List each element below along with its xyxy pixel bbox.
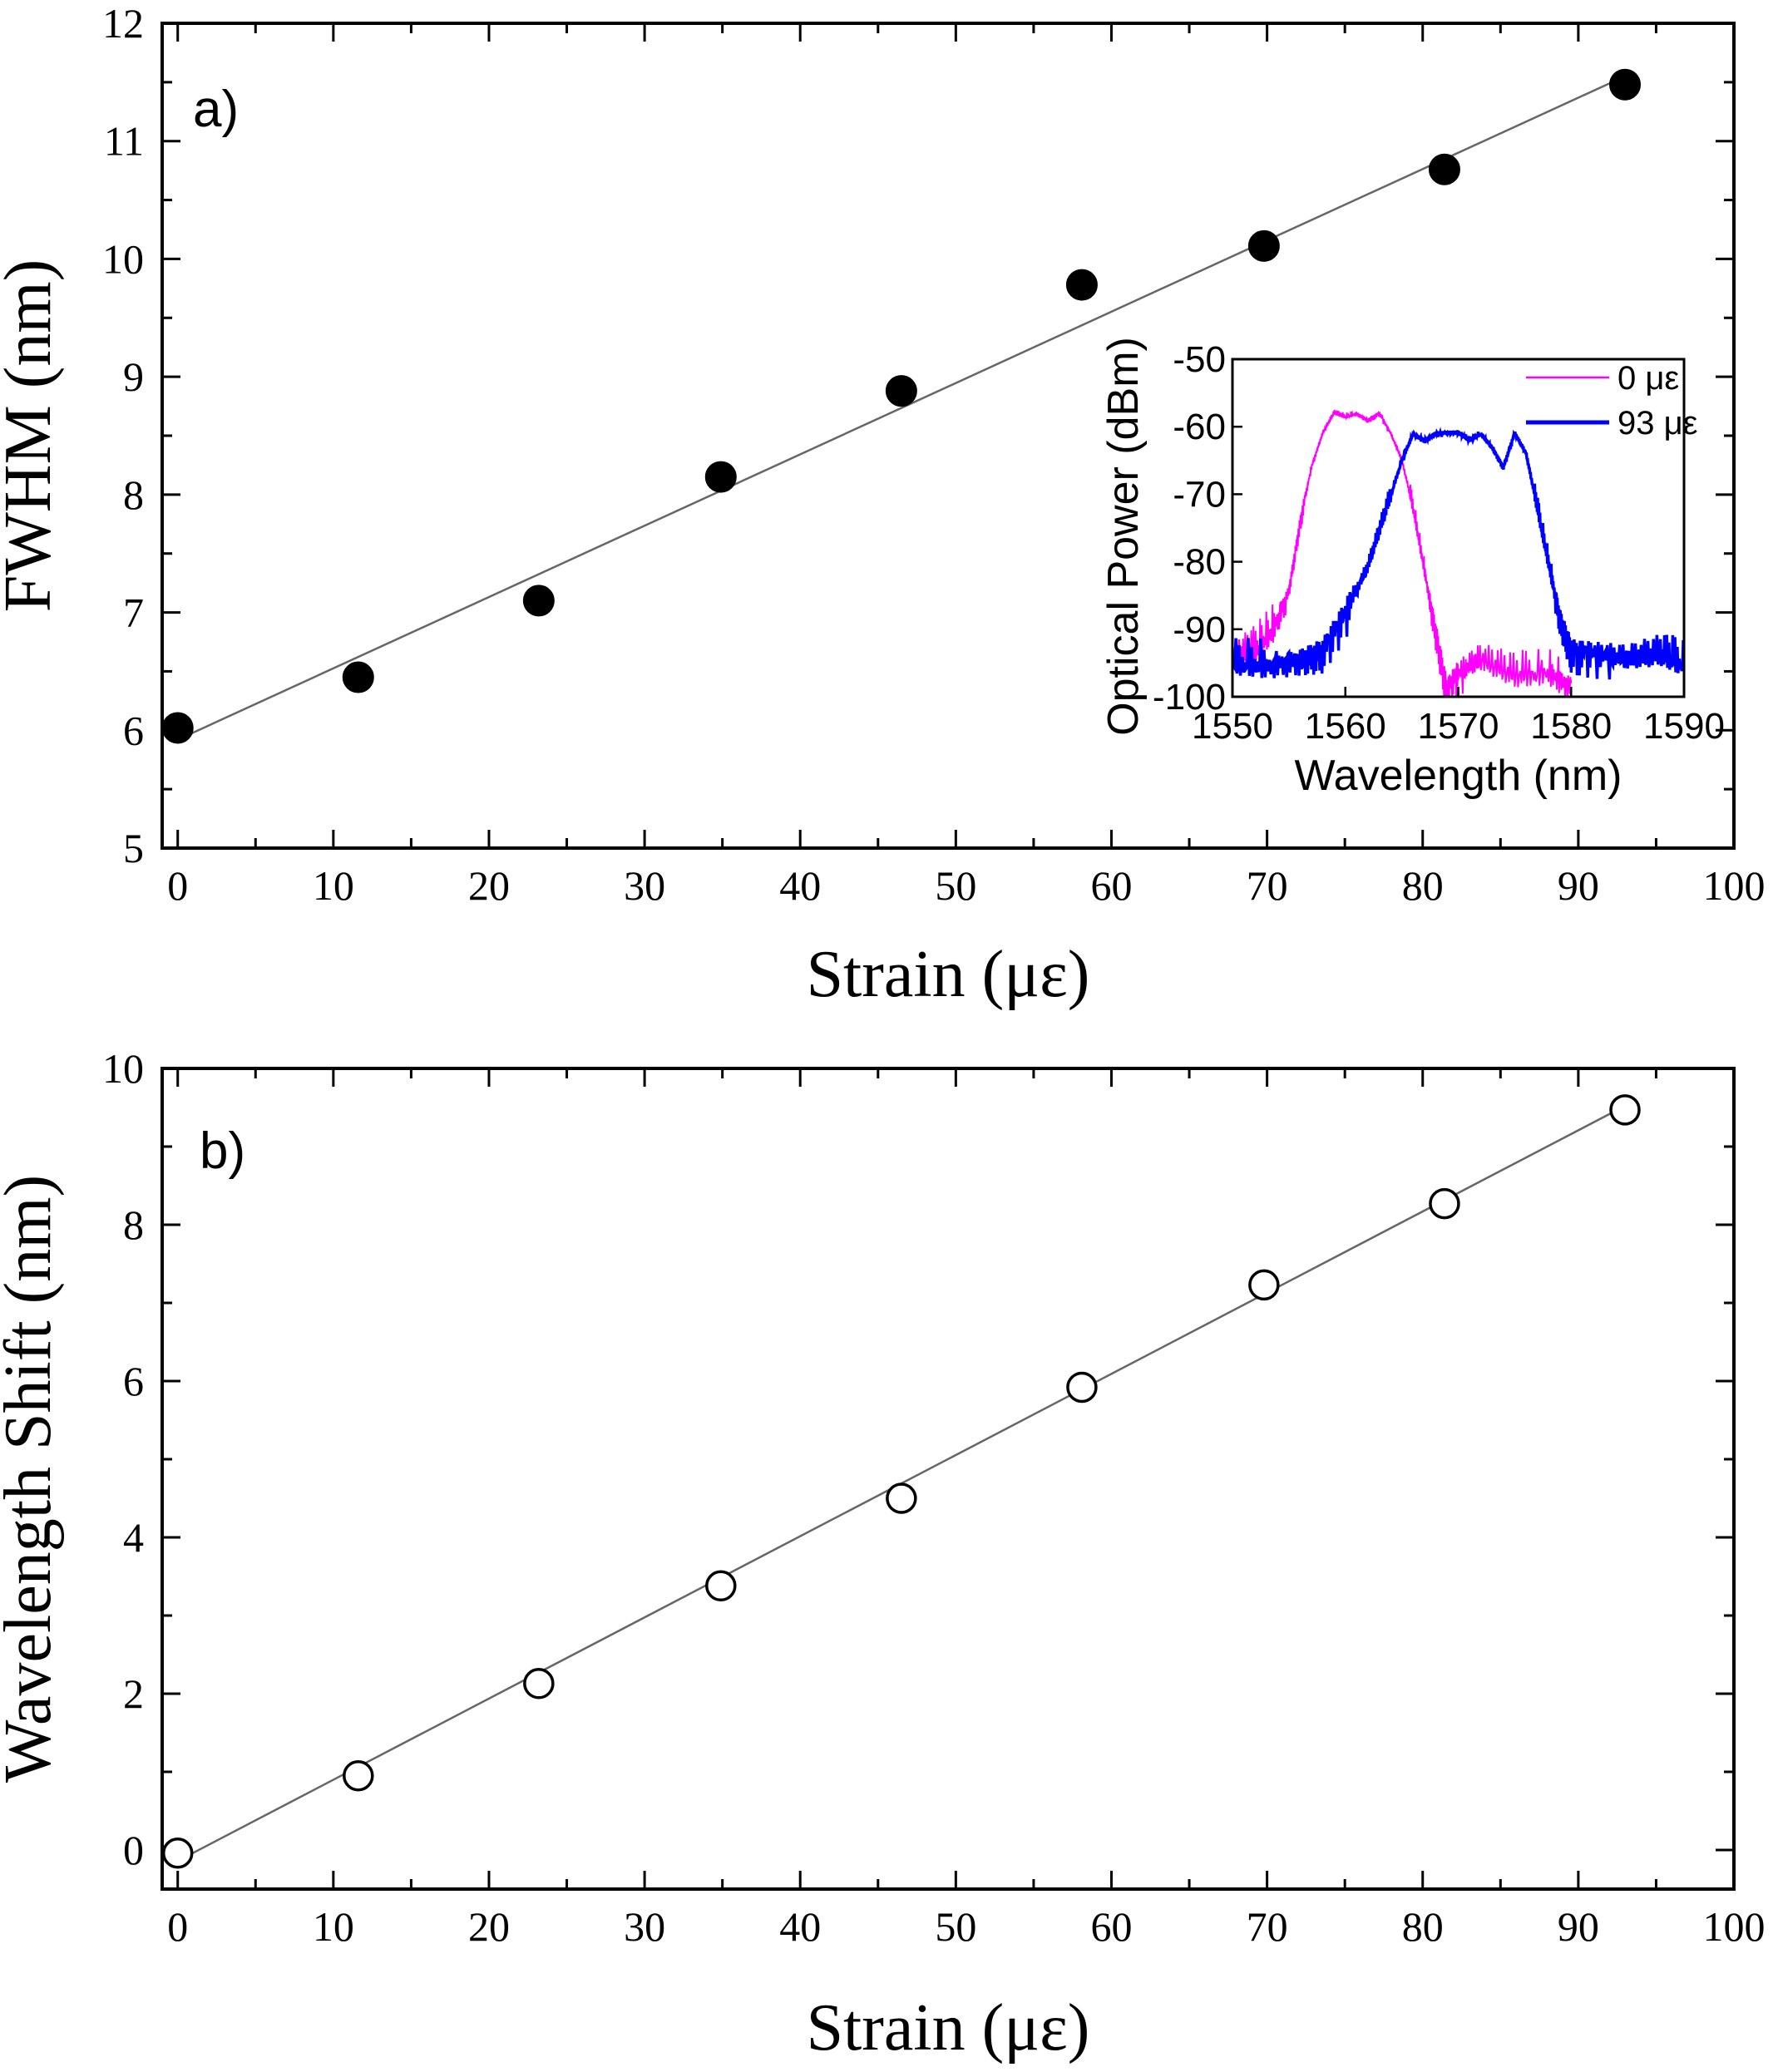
inset-legend: 0 με 93 με <box>1526 360 1698 442</box>
y-tick-label: 10 <box>102 1045 144 1092</box>
x-tick-label: 100 <box>1703 1903 1766 1950</box>
y-tick-label: 4 <box>123 1514 144 1561</box>
legend-label: 0 με <box>1617 360 1679 397</box>
y-tick-label: 6 <box>123 1358 144 1404</box>
inset-series-line <box>1232 427 1684 680</box>
x-tick-label: 10 <box>313 1903 354 1950</box>
data-point <box>1428 153 1460 185</box>
x-tick-label: 30 <box>624 862 665 909</box>
x-axis-title: Strain (με) <box>807 938 1090 1011</box>
data-point <box>343 1759 374 1792</box>
data-point <box>705 1570 737 1602</box>
x-tick-label: 50 <box>935 862 976 909</box>
data-point <box>886 1482 917 1514</box>
inset-y-axis-title: Optical Power (dBm) <box>1099 337 1148 736</box>
y-tick-label: 2 <box>123 1670 144 1717</box>
inset-x-axis-title: Wavelength (nm) <box>1295 752 1622 800</box>
data-point <box>885 375 917 407</box>
inset-x-tick-label: 1580 <box>1530 706 1612 747</box>
x-tick-label: 100 <box>1703 862 1766 909</box>
x-tick-label: 60 <box>1090 1903 1132 1950</box>
inset-y-tick-label: -80 <box>1173 542 1226 583</box>
inset-chart: 1550 1560 1570 1580 1590 -100 -90 -80 -70 -60 -50 W… <box>1099 337 1725 800</box>
x-tick-label: 90 <box>1558 862 1599 909</box>
legend-label: 93 με <box>1617 405 1698 442</box>
y-axis-title: Wavelength Shift (nm) <box>0 1175 65 1783</box>
data-point <box>342 661 374 693</box>
x-tick-label: 0 <box>167 862 188 909</box>
inset-x-tick-label: 1570 <box>1418 706 1499 747</box>
data-point <box>523 1668 555 1700</box>
x-tick-label: 80 <box>1402 1903 1444 1950</box>
x-tick-label: 30 <box>624 1903 665 1950</box>
y-tick-label: 5 <box>123 825 144 871</box>
data-point <box>1066 1371 1098 1404</box>
data-point <box>161 712 194 744</box>
x-tick-label: 70 <box>1247 1903 1288 1950</box>
inset-x-tick-label: 1550 <box>1192 706 1273 747</box>
x-tick-label: 60 <box>1090 862 1132 909</box>
panel-label: b) <box>200 1122 245 1180</box>
y-tick-label: 6 <box>123 707 144 753</box>
inset-x-tick-label: 1560 <box>1305 706 1386 747</box>
x-tick-label: 40 <box>779 1903 821 1950</box>
y-tick-label: 10 <box>102 235 144 282</box>
data-point <box>1065 269 1098 301</box>
inset-y-tick-label: -70 <box>1173 474 1226 515</box>
y-tick-label: 7 <box>123 590 144 636</box>
inset-y-tick-label: -90 <box>1173 609 1226 650</box>
inset-y-tick-label: -60 <box>1173 407 1226 447</box>
y-tick-label: 12 <box>102 0 144 47</box>
panel-label: a) <box>193 81 239 138</box>
y-axis-title: FWHM (nm) <box>0 259 65 612</box>
data-point <box>522 585 555 617</box>
y-tick-label: 0 <box>123 1827 144 1873</box>
y-tick-label: 11 <box>104 118 144 165</box>
x-tick-label: 90 <box>1558 1903 1599 1950</box>
y-tick-label: 9 <box>123 353 144 400</box>
x-tick-label: 50 <box>935 1903 976 1950</box>
panel-b: 0 10 20 30 40 50 60 70 80 90 100 0 2 4 6 8 10 Strain (με)… <box>0 1045 1766 2065</box>
data-point <box>1609 1094 1641 1126</box>
plot-frame <box>161 1067 1736 1891</box>
x-tick-label: 20 <box>468 862 510 909</box>
inset-series-line <box>1232 409 1573 697</box>
y-tick-label: 8 <box>123 1201 144 1248</box>
panel-a: 0 10 20 30 40 50 60 70 80 90 100 5 6 7 8 9 10 11 12 Strain … <box>0 0 1766 1011</box>
x-tick-label: 0 <box>167 1903 188 1950</box>
data-point <box>1609 68 1642 101</box>
fit-line <box>177 75 1626 741</box>
inset-y-tick-label: -50 <box>1173 339 1226 380</box>
x-tick-label: 20 <box>468 1903 510 1950</box>
inset-frame <box>1231 358 1686 698</box>
data-point <box>1247 229 1280 262</box>
x-tick-label: 80 <box>1402 862 1444 909</box>
inset-y-tick-label: -100 <box>1153 677 1226 718</box>
inset-x-tick-label: 1590 <box>1643 706 1725 747</box>
x-tick-label: 10 <box>313 862 354 909</box>
data-point <box>161 1838 194 1869</box>
y-tick-label: 8 <box>123 471 144 518</box>
x-tick-label: 40 <box>779 862 821 909</box>
data-point <box>1429 1187 1460 1220</box>
data-point <box>704 461 737 493</box>
x-tick-label: 70 <box>1247 862 1288 909</box>
data-point <box>1248 1269 1280 1301</box>
x-axis-title: Strain (με) <box>807 1991 1090 2065</box>
